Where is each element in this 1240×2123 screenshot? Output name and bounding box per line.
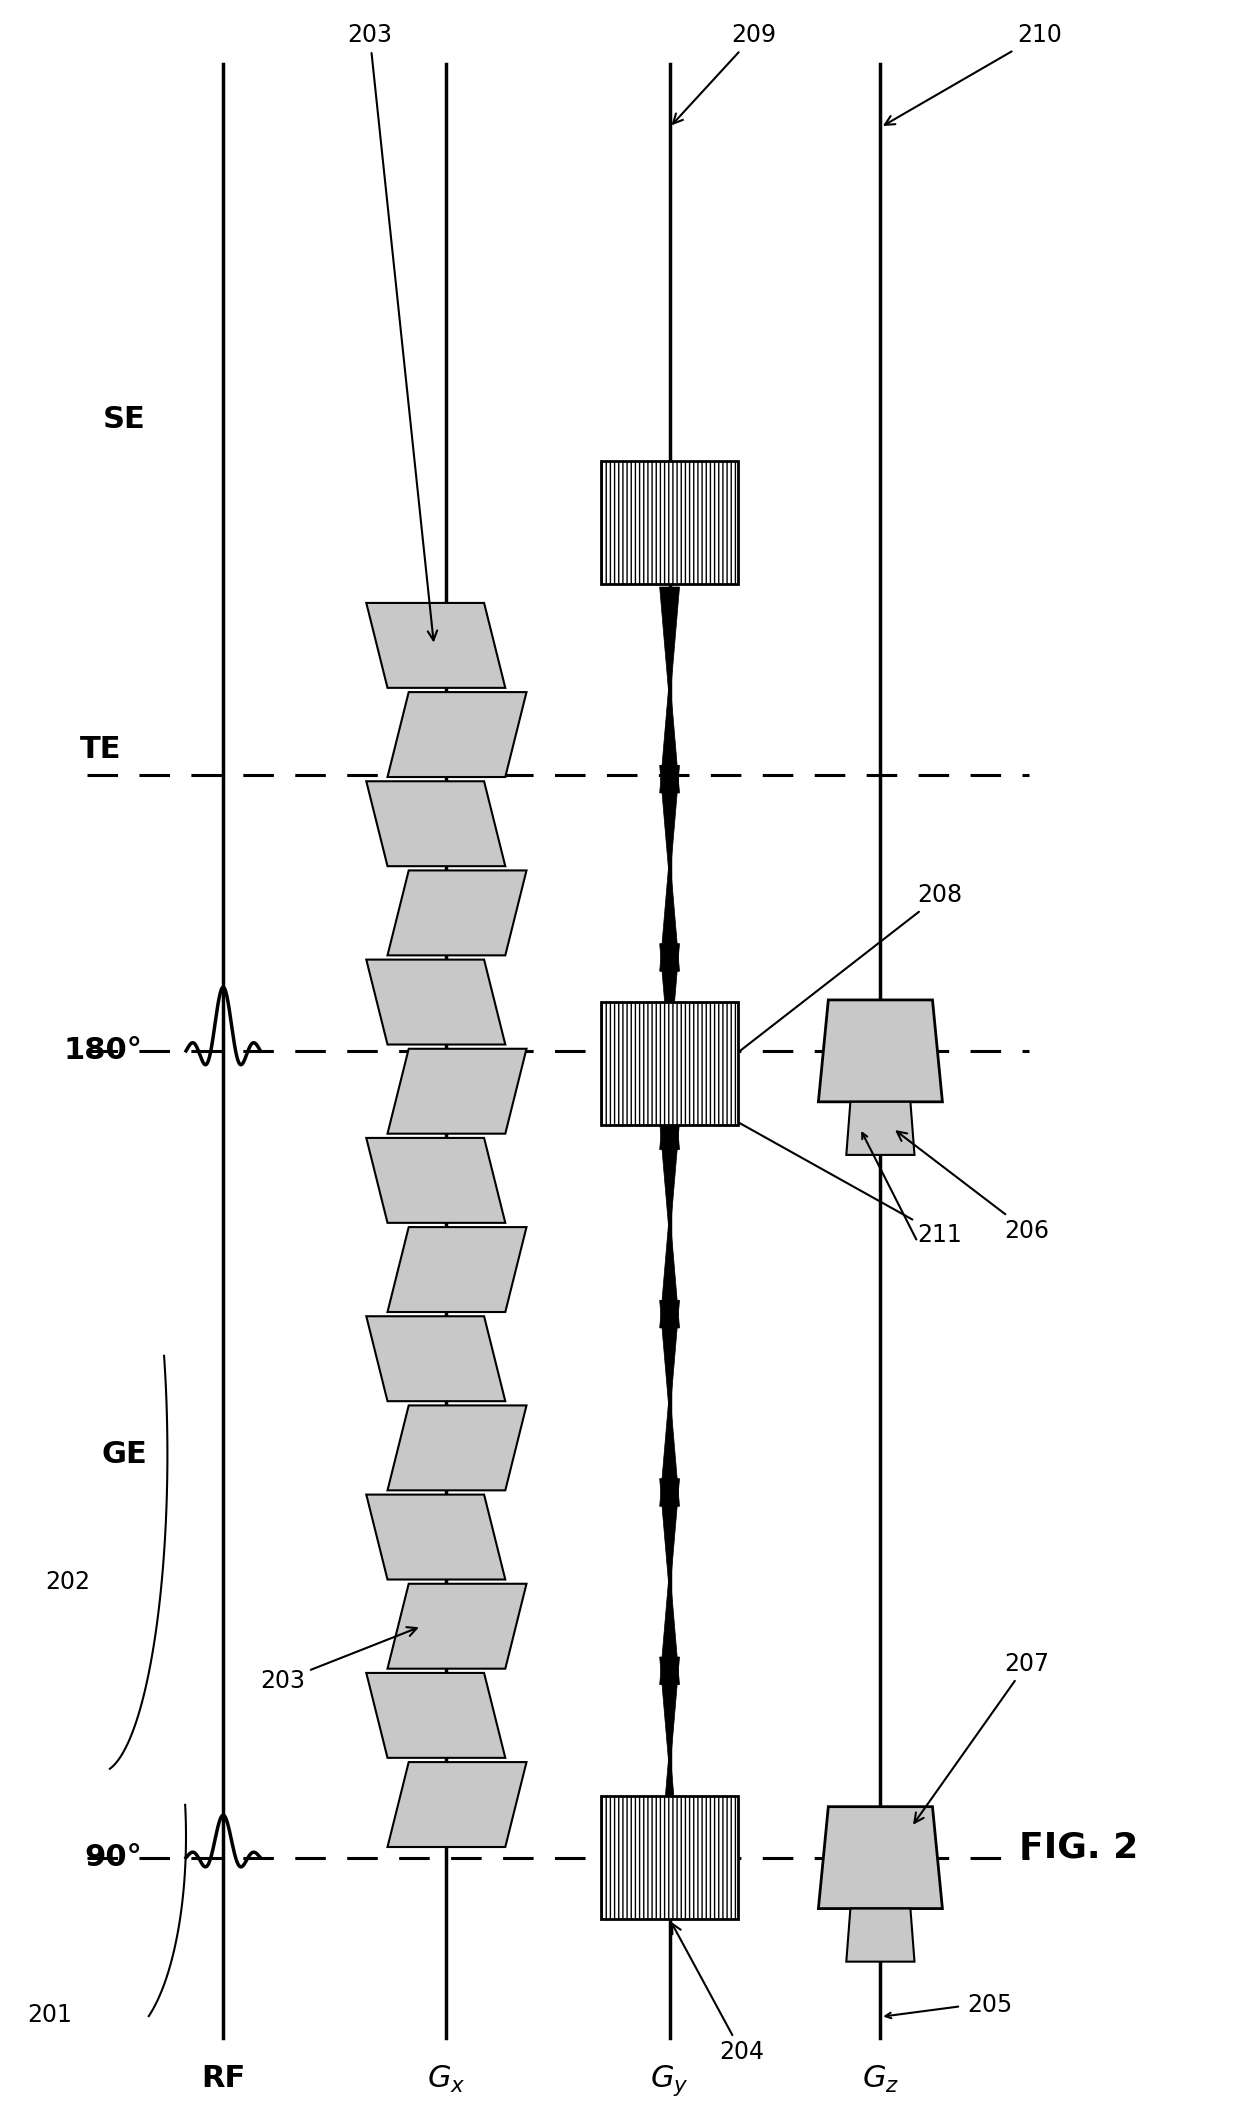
Polygon shape — [366, 1673, 506, 1758]
Polygon shape — [366, 960, 506, 1045]
Text: GE: GE — [102, 1439, 146, 1469]
Polygon shape — [660, 1656, 680, 1775]
Text: 203: 203 — [260, 1626, 417, 1692]
Text: 90°: 90° — [84, 1843, 143, 1872]
Bar — [601, 1796, 738, 1919]
Text: $G_z$: $G_z$ — [862, 2064, 899, 2095]
Text: RF: RF — [201, 2064, 246, 2093]
Polygon shape — [387, 1762, 527, 1847]
Text: 205: 205 — [967, 1993, 1012, 2017]
Text: 209: 209 — [673, 23, 776, 123]
Text: 211: 211 — [637, 1066, 962, 1246]
Polygon shape — [660, 1388, 680, 1507]
Polygon shape — [660, 853, 680, 970]
Text: 203: 203 — [347, 23, 438, 641]
Polygon shape — [660, 1032, 680, 1149]
Bar — [601, 1002, 738, 1125]
Polygon shape — [366, 603, 506, 688]
Polygon shape — [366, 1316, 506, 1401]
Polygon shape — [387, 692, 527, 777]
Polygon shape — [366, 781, 506, 866]
Polygon shape — [660, 764, 680, 881]
Polygon shape — [660, 1567, 680, 1686]
Text: 208: 208 — [728, 883, 962, 1059]
Polygon shape — [660, 1210, 680, 1329]
Text: 206: 206 — [897, 1132, 1049, 1242]
Polygon shape — [660, 1121, 680, 1238]
Polygon shape — [660, 1478, 680, 1596]
Bar — [601, 461, 738, 584]
Polygon shape — [818, 1000, 942, 1102]
Polygon shape — [387, 1405, 527, 1490]
Text: SE: SE — [103, 405, 145, 433]
Text: FIG. 2: FIG. 2 — [1019, 1830, 1138, 1864]
Polygon shape — [387, 1584, 527, 1669]
Polygon shape — [660, 586, 680, 705]
Text: 210: 210 — [885, 23, 1061, 125]
Polygon shape — [660, 1299, 680, 1418]
Polygon shape — [846, 1909, 914, 1962]
Polygon shape — [660, 943, 680, 1062]
Text: 202: 202 — [46, 1569, 91, 1594]
Polygon shape — [660, 1745, 680, 1864]
Text: 204: 204 — [672, 1923, 764, 2064]
Text: $G_y$: $G_y$ — [650, 2064, 689, 2098]
Polygon shape — [818, 1807, 942, 1909]
Polygon shape — [387, 1049, 527, 1134]
Text: $G_x$: $G_x$ — [427, 2064, 466, 2095]
Text: 201: 201 — [27, 2004, 72, 2027]
Text: 207: 207 — [914, 1652, 1049, 1824]
Polygon shape — [660, 675, 680, 792]
Polygon shape — [846, 1102, 914, 1155]
Text: 180°: 180° — [63, 1036, 143, 1066]
Polygon shape — [366, 1138, 506, 1223]
Polygon shape — [387, 870, 527, 955]
Polygon shape — [366, 1495, 506, 1580]
Polygon shape — [387, 1227, 527, 1312]
Text: TE: TE — [81, 735, 122, 764]
